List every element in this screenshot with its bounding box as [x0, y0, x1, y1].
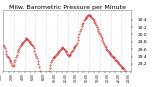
- Text: 8:00: 8:00: [42, 73, 46, 80]
- Text: 14:00: 14:00: [74, 73, 78, 82]
- Text: 12:00: 12:00: [63, 73, 67, 82]
- Text: 0:00: 0:00: [0, 73, 3, 80]
- Text: 24:00: 24:00: [127, 73, 131, 82]
- Text: 16:00: 16:00: [84, 73, 88, 82]
- Text: 10:00: 10:00: [52, 73, 56, 82]
- Text: 22:00: 22:00: [116, 73, 120, 82]
- Text: 4:00: 4:00: [20, 73, 24, 80]
- Title: Milw. Barometric Pressure per Minute: Milw. Barometric Pressure per Minute: [9, 5, 126, 10]
- Text: 18:00: 18:00: [95, 73, 99, 82]
- Text: 20:00: 20:00: [106, 73, 110, 82]
- Text: 2:00: 2:00: [10, 73, 14, 80]
- Text: 6:00: 6:00: [31, 73, 35, 80]
